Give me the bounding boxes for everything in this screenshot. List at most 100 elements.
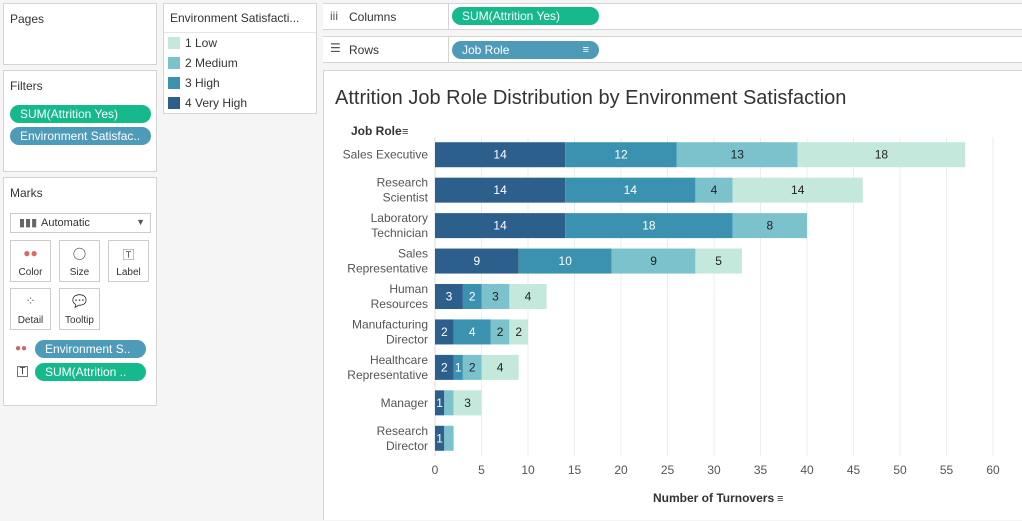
bar-chart-icon: ▮▮▮ (19, 217, 38, 229)
rows-shelf: ☰ Rows Job Role ≡ (323, 36, 1022, 63)
bar-segment[interactable] (481, 284, 510, 309)
bar-segment[interactable] (676, 142, 798, 168)
category-label: Healthcare (370, 353, 428, 367)
bar-data-label: 8 (766, 219, 773, 233)
bar-data-label: 4 (525, 290, 532, 304)
legend-title: Environment Satisfacti... (170, 11, 300, 25)
bar-segment[interactable] (435, 213, 566, 239)
rows-pill[interactable]: Job Role ≡ (452, 41, 599, 59)
bar-data-label: 14 (493, 183, 507, 197)
bar-segment[interactable] (797, 142, 966, 168)
x-tick-label: 35 (754, 463, 768, 477)
x-tick-label: 5 (478, 463, 485, 477)
bar-segment[interactable] (435, 354, 454, 380)
bar-segment[interactable] (435, 142, 566, 168)
bar-data-label: 14 (493, 148, 507, 162)
bar-segment[interactable] (444, 425, 454, 451)
marks-field-environment[interactable]: Environment S.. (35, 340, 146, 358)
bar-data-label: 12 (614, 148, 628, 162)
bar-segment[interactable] (462, 284, 482, 309)
bar-segment[interactable] (435, 177, 566, 203)
bar-segment[interactable] (435, 319, 454, 345)
tooltip-button[interactable]: 💬 Tooltip (59, 288, 100, 330)
bar-data-label: 2 (441, 325, 448, 339)
bar-segment[interactable] (695, 248, 742, 274)
chart-svg: Attrition Job Role Distribution by Envir… (335, 87, 1000, 505)
rows-label: Rows (349, 43, 380, 57)
bar-segment[interactable] (732, 213, 807, 239)
label-field-icon: T (17, 366, 28, 377)
dropdown-arrow-icon: ▼ (136, 217, 145, 227)
bar-segment[interactable] (509, 284, 547, 309)
size-button[interactable]: ◯ Size (59, 240, 100, 282)
filter-pill-environment[interactable]: Environment Satisfac.. (10, 127, 151, 145)
bar-data-label: 9 (650, 254, 657, 268)
bar-segment[interactable] (444, 390, 454, 416)
category-label: Sales Executive (343, 148, 429, 162)
columns-pill[interactable]: SUM(Attrition Yes) (452, 7, 599, 25)
rows-icon: ☰ (330, 41, 341, 55)
legend-item-medium[interactable]: 2 Medium (168, 54, 238, 72)
category-label: Laboratory (371, 211, 428, 225)
bar-data-label: 3 (492, 290, 499, 304)
bar-data-label: 3 (446, 290, 453, 304)
x-tick-label: 10 (521, 463, 535, 477)
marks-field-attrition[interactable]: SUM(Attrition .. (35, 363, 146, 381)
x-tick-label: 15 (568, 463, 582, 477)
x-tick-label: 0 (432, 463, 439, 477)
bar-segment[interactable] (490, 319, 510, 345)
bar-data-label: 18 (875, 148, 889, 162)
category-label: Sales (398, 247, 428, 261)
color-button[interactable]: ●● Color (10, 240, 51, 282)
category-label: Representative (347, 368, 428, 382)
mark-type-value: Automatic (41, 217, 90, 229)
mark-type-select[interactable]: ▮▮▮ Automatic ▼ (10, 213, 151, 233)
x-tick-label: 40 (800, 463, 814, 477)
x-tick-label: 50 (893, 463, 907, 477)
bar-data-label: 18 (642, 219, 656, 233)
bar-segment[interactable] (732, 177, 863, 203)
bar-segment[interactable] (565, 213, 733, 239)
bar-segment[interactable] (611, 248, 696, 274)
legend-item-high[interactable]: 3 High (168, 74, 220, 92)
legend-item-very-high[interactable]: 4 Very High (168, 94, 247, 112)
chart-title: Attrition Job Role Distribution by Envir… (335, 87, 846, 109)
bar-data-label: 2 (497, 325, 504, 339)
category-label: Representative (347, 262, 428, 276)
category-label: Director (386, 332, 428, 346)
category-label: Director (386, 439, 428, 453)
bar-segment[interactable] (453, 390, 482, 416)
bar-data-label: 14 (624, 183, 638, 197)
category-label: Scientist (383, 191, 429, 205)
bar-data-label: 14 (791, 183, 805, 197)
bar-segment[interactable] (462, 354, 482, 380)
x-axis-sort-icon: ≡ (777, 493, 783, 505)
legend-card: Environment Satisfacti... 1 Low 2 Medium… (163, 3, 317, 114)
bar-segment[interactable] (435, 425, 445, 451)
tooltip-bubble-icon: 💬 (72, 294, 87, 308)
legend-item-low[interactable]: 1 Low (168, 34, 217, 52)
bar-segment[interactable] (453, 319, 491, 345)
x-axis-title: Number of Turnovers (653, 491, 774, 505)
marks-title: Marks (10, 186, 43, 200)
bar-segment[interactable] (435, 284, 463, 309)
bar-segment[interactable] (565, 177, 696, 203)
x-tick-label: 55 (940, 463, 954, 477)
bar-data-label: 1 (436, 431, 443, 445)
x-tick-label: 45 (847, 463, 861, 477)
label-button[interactable]: 🅃 Label (108, 240, 149, 282)
bar-segment[interactable] (453, 354, 463, 380)
bar-segment[interactable] (481, 354, 519, 380)
filter-pill-attrition[interactable]: SUM(Attrition Yes) (10, 105, 151, 123)
columns-label: Columns (349, 10, 397, 24)
bar-segment[interactable] (518, 248, 612, 274)
category-label: Manufacturing (352, 317, 428, 331)
bar-segment[interactable] (509, 319, 528, 345)
bar-segment[interactable] (435, 248, 519, 274)
bar-segment[interactable] (435, 390, 445, 416)
bar-segment[interactable] (695, 177, 733, 203)
detail-button[interactable]: ⁘ Detail (10, 288, 51, 330)
detail-dots-icon: ⁘ (25, 294, 36, 308)
bar-segment[interactable] (565, 142, 677, 168)
x-tick-label: 60 (986, 463, 1000, 477)
